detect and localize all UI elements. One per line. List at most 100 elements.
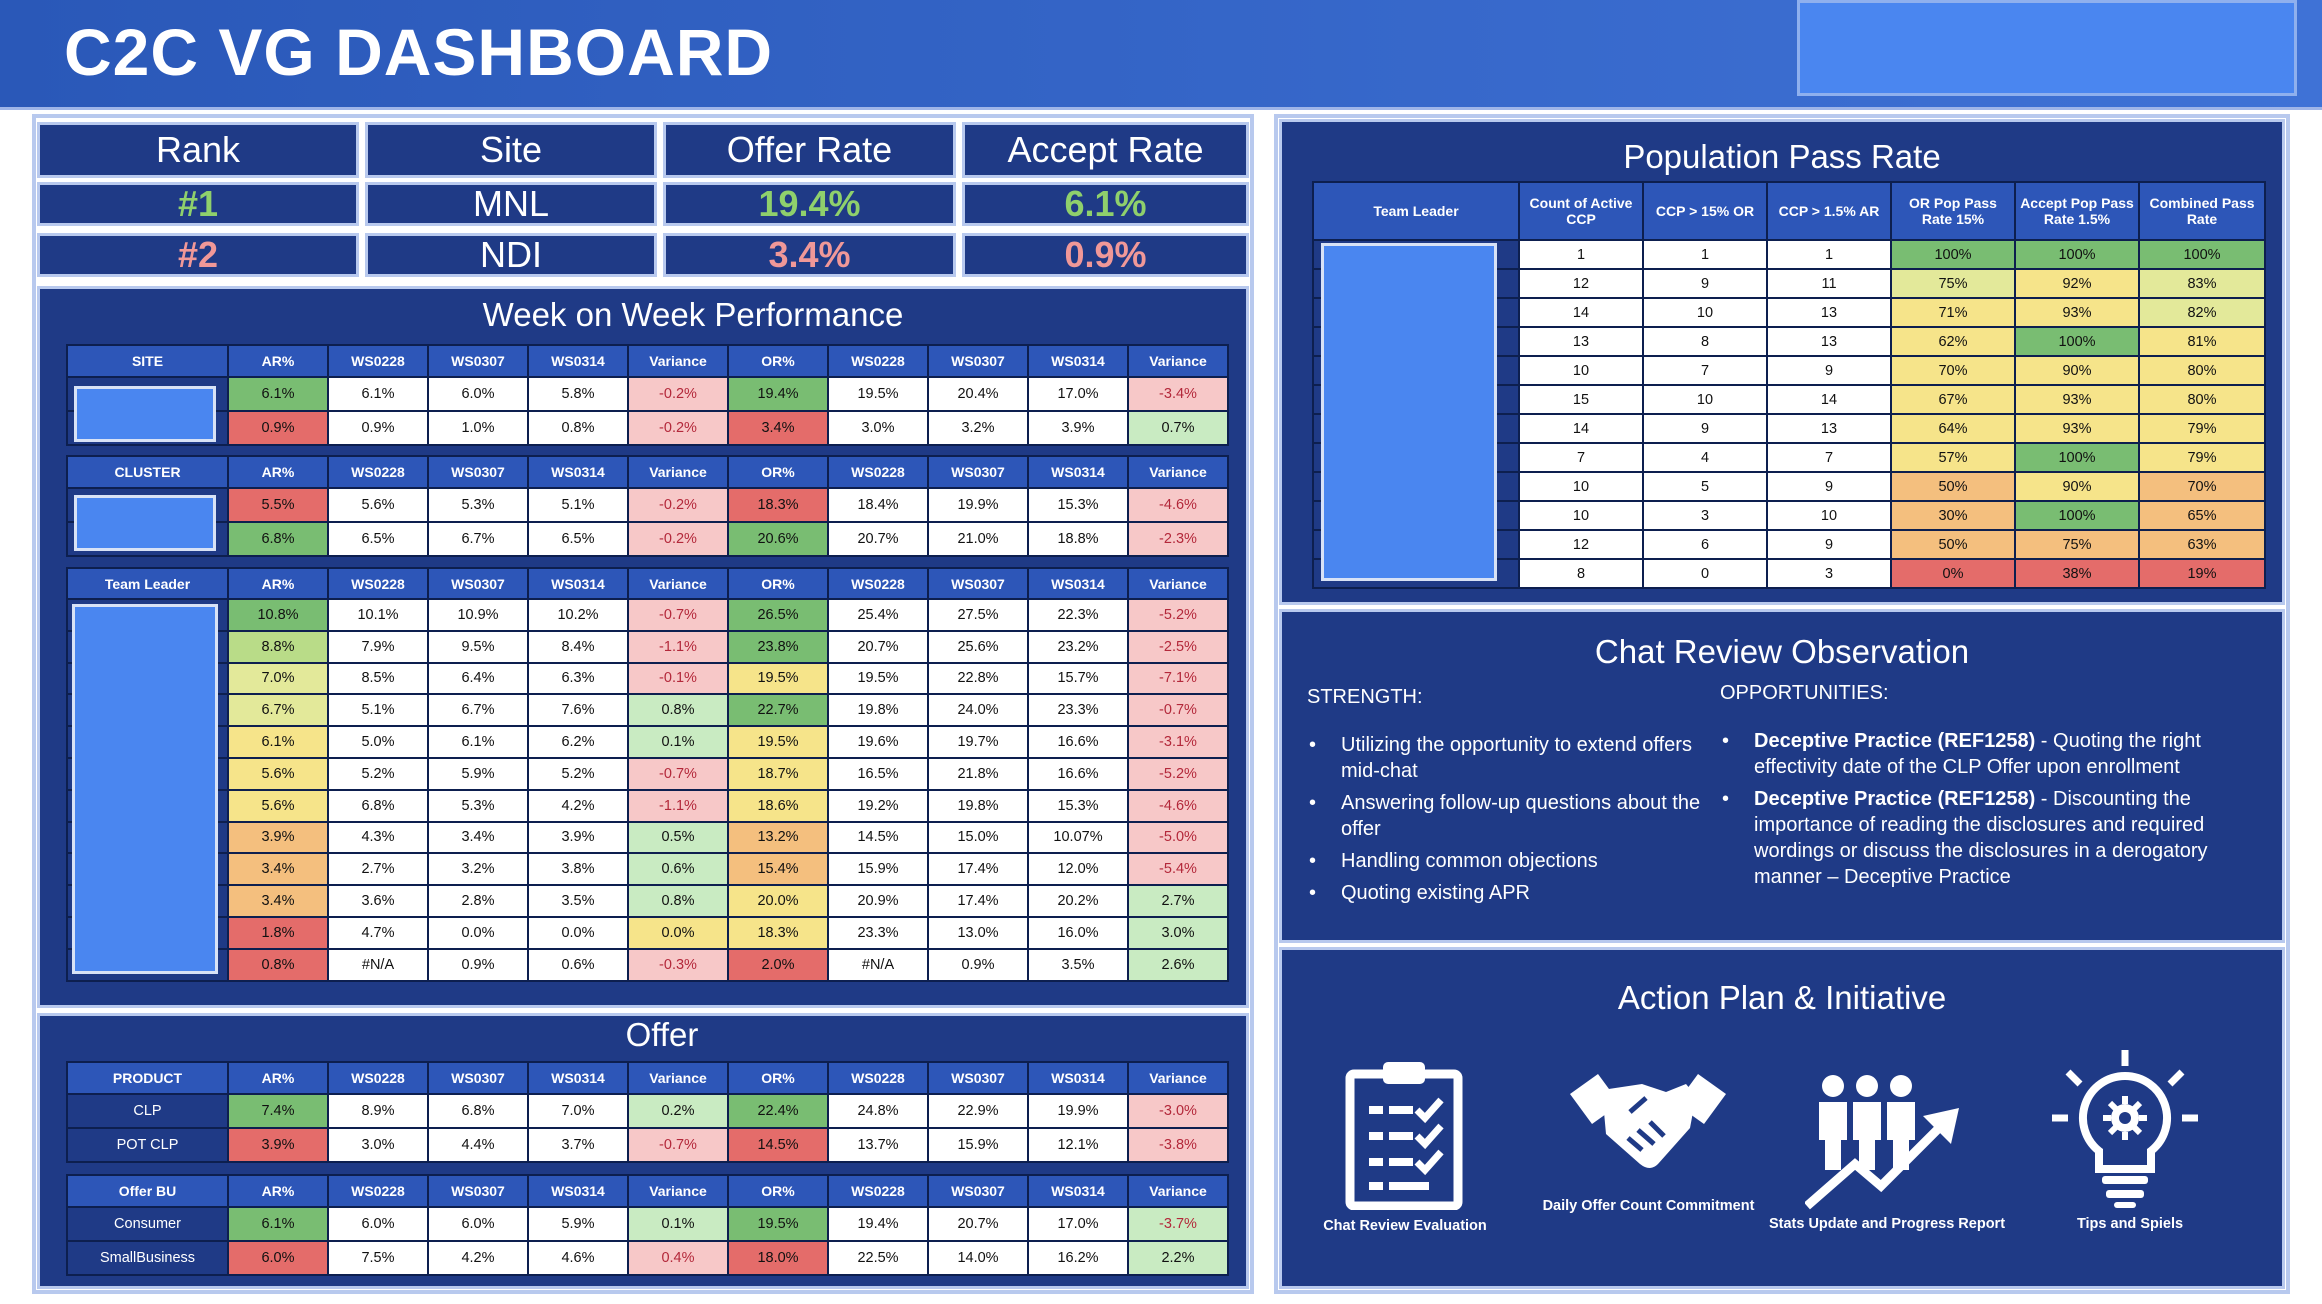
- table-cell: 90%: [2014, 471, 2140, 502]
- table-cell: 15.4%: [727, 852, 829, 887]
- table-header-cell: CLUSTER: [66, 455, 229, 489]
- observation-title: Chat Review Observation: [1594, 633, 1970, 670]
- table-header-cell: WS0228: [327, 1174, 429, 1208]
- table-cell: 1: [1642, 239, 1768, 270]
- table-cell: -2.5%: [1127, 629, 1229, 664]
- table-cell: 50%: [1890, 471, 2016, 502]
- table-cell: 21.0%: [927, 521, 1029, 557]
- table-cell: 9: [1766, 355, 1892, 386]
- header-bar: C2C VG DASHBOARD: [0, 0, 2322, 110]
- table-cell: 7.0%: [527, 1093, 629, 1129]
- table-row: 6.8% 6.5% 6.7% 6.5% -0.2% 20.6% 20.7% 21.0% 18.8…: [66, 521, 1229, 557]
- table-cell: 19.5%: [827, 376, 929, 412]
- table-cell: 10: [1642, 384, 1768, 415]
- table-cell: 14.0%: [927, 1240, 1029, 1276]
- table-cell: 26.5%: [727, 598, 829, 632]
- table-cell: 7.4%: [227, 1093, 329, 1129]
- table-header-cell: AR%: [227, 567, 329, 600]
- rank-cell: 3.4%: [663, 233, 956, 277]
- table-cell: 3: [1642, 500, 1768, 531]
- table-cell: 22.3%: [1027, 598, 1129, 632]
- table-cell: 6.4%: [427, 661, 529, 696]
- table-cell: 13: [1766, 413, 1892, 444]
- product-table: PRODUCT AR% WS0228 WS0307 WS0314 Variance OR% W…: [66, 1061, 1229, 1163]
- table-cell: 23.3%: [827, 915, 929, 950]
- table-cell: #N/A: [827, 947, 929, 982]
- table-cell: 6.1%: [227, 1206, 329, 1242]
- table-cell: 11: [1766, 268, 1892, 299]
- table-header-cell: WS0314: [527, 455, 629, 489]
- table-cell: 7.0%: [227, 661, 329, 696]
- table-cell: 20.7%: [927, 1206, 1029, 1242]
- table-cell: 15.3%: [1027, 487, 1129, 523]
- table-cell: 13: [1766, 326, 1892, 357]
- table-cell: 3.6%: [327, 884, 429, 918]
- table-cell: 7.9%: [327, 629, 429, 664]
- row-label-cell: POT CLP: [66, 1127, 229, 1163]
- table-cell: 6.7%: [227, 693, 329, 728]
- table-header-cell: Variance: [1127, 1061, 1229, 1095]
- table-cell: 5: [1642, 471, 1768, 502]
- table-cell: 100%: [1890, 239, 2016, 270]
- table-cell: 13.7%: [827, 1127, 929, 1163]
- table-cell: 17.4%: [927, 852, 1029, 887]
- table-cell: 19.5%: [727, 661, 829, 696]
- table-cell: -4.6%: [1127, 788, 1229, 823]
- rank-header-cell: Rank: [37, 122, 359, 178]
- table-cell: 4.2%: [427, 1240, 529, 1276]
- table-cell: 0.6%: [527, 947, 629, 982]
- table-cell: 15.9%: [927, 1127, 1029, 1163]
- table-cell: 6.8%: [427, 1093, 529, 1129]
- table-cell: 20.7%: [827, 629, 929, 664]
- table-cell: 13: [1766, 297, 1892, 328]
- table-cell: 23.8%: [727, 629, 829, 664]
- table-cell: 0.6%: [627, 852, 729, 887]
- table-header-cell: WS0228: [327, 455, 429, 489]
- table-cell: 5.0%: [327, 725, 429, 759]
- lightbulb-gear-icon: [2050, 1048, 2200, 1215]
- table-cell: 10.8%: [227, 598, 329, 632]
- table-header-cell: WS0307: [427, 1174, 529, 1208]
- table-header-cell: WS0307: [427, 1061, 529, 1095]
- table-cell: 93%: [2014, 297, 2140, 328]
- table-cell: 20.6%: [727, 521, 829, 557]
- table-cell: 100%: [2014, 326, 2140, 357]
- team-leader-table: Team Leader AR% WS0228 WS0307 WS0314 Variance…: [66, 567, 1229, 982]
- strength-section: STRENGTH: Utilizing the opportunity to e…: [1307, 684, 1727, 912]
- table-cell: 22.8%: [927, 661, 1029, 696]
- table-header-cell: WS0314: [1027, 455, 1129, 489]
- table-header-cell: AR%: [227, 1174, 329, 1208]
- table-header-cell: OR%: [727, 455, 829, 489]
- table-header-cell: OR Pop Pass Rate 15%: [1890, 181, 2016, 241]
- table-cell: 10: [1518, 355, 1644, 386]
- table-header-cell: Combined Pass Rate: [2138, 181, 2266, 241]
- table-header-cell: SITE: [66, 344, 229, 378]
- table-cell: 6.1%: [327, 376, 429, 412]
- table-cell: 3.0%: [1127, 915, 1229, 950]
- table-cell: -0.3%: [627, 947, 729, 982]
- table-cell: 8: [1642, 326, 1768, 357]
- table-cell: 10.2%: [527, 598, 629, 632]
- table-cell: 12.1%: [1027, 1127, 1129, 1163]
- table-cell: 0.0%: [427, 915, 529, 950]
- table-header-cell: AR%: [227, 344, 329, 378]
- table-cell: 57%: [1890, 442, 2016, 473]
- header-logo-placeholder: [1797, 0, 2297, 96]
- table-header-cell: Count of Active CCP: [1518, 181, 1644, 241]
- table-cell: -4.6%: [1127, 487, 1229, 523]
- table-cell: 9: [1642, 268, 1768, 299]
- table-cell: 27.5%: [927, 598, 1029, 632]
- opportunity-text: - Quoting the right effectivity date of …: [1754, 730, 2201, 778]
- wow-title: Week on Week Performance: [482, 296, 904, 333]
- table-header-cell: WS0228: [327, 567, 429, 600]
- table-cell: 5.1%: [527, 487, 629, 523]
- table-header-cell: WS0314: [1027, 344, 1129, 378]
- table-cell: 14: [1518, 413, 1644, 444]
- strength-label: STRENGTH:: [1307, 686, 1423, 708]
- table-cell: -5.2%: [1127, 598, 1229, 632]
- table-cell: -3.7%: [1127, 1206, 1229, 1242]
- table-cell: 19%: [2138, 558, 2266, 589]
- action-label-tips: Tips and Spiels: [2076, 1216, 2184, 1232]
- table-cell: 9: [1766, 529, 1892, 560]
